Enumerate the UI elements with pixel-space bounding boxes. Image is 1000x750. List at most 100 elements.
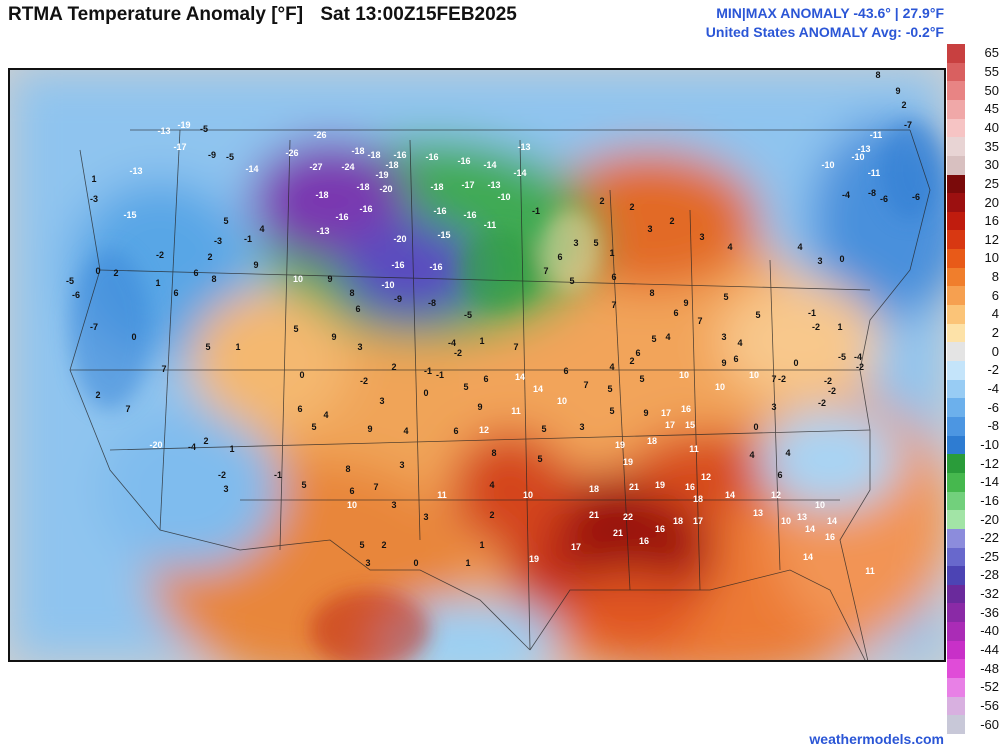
anomaly-value: -13	[857, 144, 870, 154]
legend-label: 8	[991, 269, 999, 285]
anomaly-value: -4	[188, 442, 196, 452]
legend-swatch	[947, 547, 965, 567]
anomaly-value: 5	[293, 324, 298, 334]
anomaly-value: -6	[72, 290, 80, 300]
map-title: RTMA Temperature Anomaly [°F] Sat 13:00Z…	[8, 4, 517, 26]
legend-label: 6	[991, 287, 999, 303]
anomaly-value: 2	[391, 362, 396, 372]
anomaly-value: -1	[436, 370, 444, 380]
anomaly-value: 1	[479, 540, 484, 550]
anomaly-value: 3	[573, 238, 578, 248]
anomaly-value: 6	[635, 348, 640, 358]
anomaly-value: -2	[218, 470, 226, 480]
legend-label: 4	[991, 306, 999, 322]
anomaly-value: -11	[868, 168, 881, 178]
anomaly-value: 2	[95, 390, 100, 400]
legend-label: -40	[980, 623, 999, 639]
anomaly-value: 8	[211, 274, 216, 284]
anomaly-value: -7	[90, 322, 98, 332]
legend-swatch	[947, 472, 965, 493]
anomaly-value: 7	[161, 364, 166, 374]
anomaly-value: 7	[125, 404, 130, 414]
legend-label: -8	[987, 418, 999, 434]
legend-swatch	[947, 361, 965, 381]
anomaly-stats: MIN|MAX ANOMALY -43.6° | 27.9°F United S…	[706, 4, 944, 42]
anomaly-value: 6	[453, 426, 458, 436]
legend-label: 55	[984, 63, 999, 79]
anomaly-value: 9	[721, 358, 726, 368]
anomaly-value: -20	[149, 440, 162, 450]
legend-label: 65	[984, 45, 999, 61]
anomaly-value: -24	[341, 162, 354, 172]
legend-swatch	[947, 696, 965, 716]
anomaly-value: 19	[615, 440, 625, 450]
anomaly-value: 9	[477, 402, 482, 412]
anomaly-value: 3	[721, 332, 726, 342]
anomaly-value: 11	[437, 490, 447, 500]
anomaly-value: 0	[299, 370, 304, 380]
anomaly-value: 7	[513, 342, 518, 352]
legend-swatch	[947, 584, 965, 604]
anomaly-value: 12	[701, 472, 711, 482]
anomaly-value: 8	[649, 288, 654, 298]
map-canvas: -26-26-27 -24-18 -18-18-16-19-20-18-18-16-…	[10, 70, 944, 660]
anomaly-map[interactable]: -26 -26 -27 -24 -18 -18 -18 -16 -19 -20 -18 -18 -16-…	[8, 68, 946, 662]
legend-label: 45	[984, 101, 999, 117]
anomaly-value: 5	[569, 276, 574, 286]
legend-label: 40	[984, 119, 999, 135]
anomaly-value: 9	[327, 274, 332, 284]
legend-swatch	[947, 566, 965, 586]
anomaly-value: 8	[345, 464, 350, 474]
credit-link[interactable]: weathermodels.com	[809, 731, 944, 747]
anomaly-value: -16	[463, 210, 476, 220]
anomaly-value: 6	[483, 374, 488, 384]
anomaly-value: 1	[155, 278, 160, 288]
regional-detail	[70, 120, 940, 660]
anomaly-value: -2	[828, 386, 836, 396]
anomaly-value: 4	[727, 242, 732, 252]
state-borders	[69, 129, 931, 660]
legend-label: 30	[984, 157, 999, 173]
anomaly-value: 14	[827, 516, 837, 526]
anomaly-value: 14	[533, 384, 543, 394]
anomaly-value: -16	[433, 206, 446, 216]
anomaly-value: -1	[808, 308, 816, 318]
anomaly-value: -10	[381, 280, 394, 290]
anomaly-value: -10	[821, 160, 834, 170]
valid-time: Sat 13:00Z15FEB2025	[320, 4, 517, 25]
anomaly-value: 17	[665, 420, 675, 430]
legend-label: -48	[980, 660, 999, 676]
legend-colorbar	[947, 44, 965, 735]
anomaly-value: 6	[611, 272, 616, 282]
anomaly-value: -4	[854, 352, 862, 362]
anomaly-value: 16	[655, 524, 665, 534]
anomaly-value: 5	[537, 454, 542, 464]
anomaly-value: -15	[123, 210, 136, 220]
legend-label: -12	[980, 455, 999, 471]
anomaly-value: 3	[365, 558, 370, 568]
anomaly-value: -13	[157, 126, 170, 136]
anomaly-value: 10	[781, 516, 791, 526]
anomaly-value: 2	[207, 252, 212, 262]
anomaly-value: 13	[797, 512, 807, 522]
anomaly-value: 0	[413, 558, 418, 568]
anomaly-value: 1	[235, 342, 240, 352]
anomaly-value: -26	[285, 148, 298, 158]
anomaly-value: 16	[825, 532, 835, 542]
anomaly-value: 10	[293, 274, 303, 284]
anomaly-value: -16	[359, 204, 372, 214]
legend-swatch	[947, 81, 965, 101]
anomaly-value: 6	[563, 366, 568, 376]
anomaly-value: -16	[429, 262, 442, 272]
anomaly-value: -16	[393, 150, 406, 160]
anomaly-value: 6	[297, 404, 302, 414]
anomaly-value: 13	[753, 508, 763, 518]
anomaly-value: -5	[464, 310, 472, 320]
anomaly-value: 4	[665, 332, 670, 342]
legend-label: -52	[980, 679, 999, 695]
anomaly-value: 16	[639, 536, 649, 546]
legend-swatch	[947, 286, 965, 306]
anomaly-value: -13	[129, 166, 142, 176]
anomaly-value: -5	[66, 276, 74, 286]
anomaly-value: 8	[349, 288, 354, 298]
